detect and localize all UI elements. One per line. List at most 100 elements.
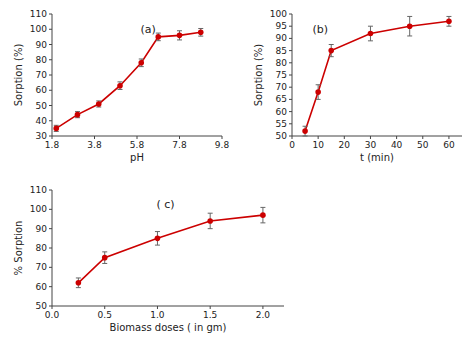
error-bar (316, 85, 321, 100)
error-bar-cap (198, 36, 203, 37)
x-tick-label: 2.0 (256, 310, 271, 320)
error-bar (446, 16, 451, 26)
y-tick-label: 40 (36, 116, 48, 126)
error-bar (368, 26, 373, 41)
line (56, 32, 201, 128)
y-tick-label: 60 (276, 107, 288, 117)
y-tick-label: 50 (276, 131, 288, 141)
error-bar (75, 112, 80, 118)
y-tick-label: 70 (276, 82, 288, 92)
error-bar (156, 33, 161, 41)
error-bar-cap (155, 245, 160, 246)
x-tick-label: 1.0 (150, 310, 165, 320)
x-tick (94, 136, 95, 139)
y-tick-label: 90 (36, 224, 48, 234)
y-tick-label: 70 (36, 262, 48, 272)
marker (207, 218, 213, 224)
y-tick (49, 59, 52, 60)
error-bar (303, 126, 308, 136)
x-tick-label: 0.0 (45, 310, 60, 320)
annotation: (a) (140, 23, 155, 36)
error-bar-cap (156, 33, 161, 34)
x-tick-label: 30 (365, 140, 377, 150)
y-tick (49, 29, 52, 30)
y-tick (289, 123, 292, 124)
x-tick (210, 306, 211, 309)
y-tick (289, 87, 292, 88)
error-bar-cap (208, 228, 213, 229)
y-tick (49, 136, 52, 137)
x-axis-line (292, 136, 462, 137)
x-tick (157, 306, 158, 309)
marker (117, 83, 123, 89)
x-tick-label: 3.8 (87, 140, 102, 150)
error-bar-cap (303, 126, 308, 127)
panel: 0.00.51.01.52.05060708090100110Biomass d… (13, 185, 284, 333)
line (78, 215, 263, 283)
error-bar (208, 213, 213, 228)
y-tick (49, 75, 52, 76)
y-tick-label: 100 (30, 204, 47, 214)
y-tick-label: 30 (36, 131, 48, 141)
error-bar-cap (446, 26, 451, 27)
error-bar (102, 252, 107, 264)
y-tick (49, 44, 52, 45)
marker (96, 101, 102, 107)
y-tick (49, 228, 52, 229)
error-bar-cap (118, 89, 123, 90)
figure: 1.83.85.87.89.830405060708090100110pHSor… (0, 0, 474, 346)
y-tick-label: 75 (276, 70, 287, 80)
y-tick-label: 100 (270, 9, 287, 19)
y-tick-label: 80 (36, 243, 48, 253)
y-tick-label: 100 (30, 24, 47, 34)
error-bar-cap (156, 40, 161, 41)
x-tick-label: 7.8 (172, 140, 187, 150)
y-tick-label: 90 (276, 33, 288, 43)
error-bar (96, 101, 101, 107)
x-axis-line (52, 306, 284, 307)
marker (155, 236, 161, 242)
x-tick (318, 136, 319, 139)
x-tick-label: 50 (417, 140, 429, 150)
error-bar-cap (368, 26, 373, 27)
error-bar-cap (155, 231, 160, 232)
error-bar (155, 232, 160, 246)
y-tick (289, 26, 292, 27)
error-bar-cap (76, 277, 81, 278)
y-tick-label: 50 (36, 101, 48, 111)
marker (302, 128, 308, 134)
y-tick-label: 70 (36, 70, 48, 80)
error-bar (76, 278, 81, 288)
marker (75, 112, 81, 118)
data-area (53, 28, 203, 131)
y-tick-label: 95 (276, 21, 287, 31)
y-tick (49, 105, 52, 106)
error-bar (54, 125, 59, 131)
y-tick (49, 14, 52, 15)
x-axis-label: pH (130, 152, 144, 163)
x-tick (396, 136, 397, 139)
x-tick (104, 306, 105, 309)
x-axis-label: t (min) (360, 152, 394, 163)
error-bar-cap (118, 81, 123, 82)
error-bar-cap (260, 222, 265, 223)
error-bar (118, 82, 123, 90)
x-tick (222, 136, 223, 139)
y-tick (49, 209, 52, 210)
y-tick (289, 50, 292, 51)
y-tick (289, 111, 292, 112)
x-tick-label: 0.5 (98, 310, 112, 320)
error-bar-cap (198, 28, 203, 29)
error-bar-cap (208, 213, 213, 214)
y-tick (49, 90, 52, 91)
y-axis-label: Sorption (%) (13, 44, 24, 107)
x-tick (179, 136, 180, 139)
x-tick-label: 60 (443, 140, 455, 150)
x-tick (262, 306, 263, 309)
y-tick-label: 90 (36, 40, 48, 50)
x-tick-label: 5.8 (130, 140, 145, 150)
error-bar-cap (329, 44, 334, 45)
data-area (302, 16, 451, 136)
error-bar (198, 28, 203, 36)
y-tick-label: 80 (276, 58, 288, 68)
